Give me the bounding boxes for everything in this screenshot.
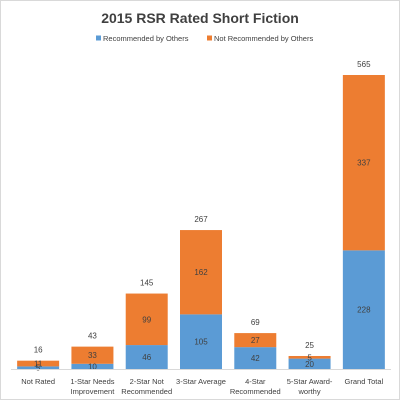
total-label-2: 145 [140, 279, 154, 288]
bar-not-recommended-5 [288, 355, 331, 359]
data-label-recommended-5: 20 [305, 360, 314, 369]
total-label-0: 16 [34, 346, 43, 355]
chart-title: 2015 RSR Rated Short Fiction [101, 10, 299, 26]
bar-not-recommended-3 [180, 230, 222, 315]
x-tick-label-5-line-0: 5-Star Award- [287, 377, 333, 386]
bar-recommended-3 [180, 314, 222, 369]
data-label-recommended-2: 46 [142, 353, 151, 362]
data-label-not-recommended-5: 5 [307, 353, 312, 362]
legend: Recommended by Others Not Recommended by … [96, 34, 313, 43]
x-tick-label-1-line-1: Improvement [71, 387, 116, 396]
bar-recommended-1 [71, 363, 114, 369]
total-label-1: 43 [88, 332, 97, 341]
x-tick-label-3: 3-Star Average [176, 377, 226, 386]
data-label-not-recommended-2: 99 [142, 315, 151, 324]
bar-recommended-4 [234, 347, 277, 369]
data-label-recommended-4: 42 [251, 354, 260, 363]
x-tick-label-2-line-0: 2-Star Not [130, 377, 165, 386]
x-tick-label-2-line-1: Recommended [121, 387, 172, 396]
bar-not-recommended-0 [17, 360, 60, 367]
bar-not-recommended-6 [342, 75, 385, 251]
bar-not-recommended-2 [125, 293, 168, 346]
legend-label-1: Not Recommended by Others [214, 34, 313, 43]
x-tick-label-1-line-0: 1-Star Needs [70, 377, 114, 386]
bar-recommended-2 [125, 345, 168, 369]
x-tick-label-4-line-0: 4-Star [245, 377, 266, 386]
total-label-4: 69 [251, 318, 260, 327]
x-tick-label-6: Grand Total [345, 377, 384, 386]
data-label-not-recommended-1: 33 [88, 351, 97, 360]
data-labels: 5111610334346991451051622674227692052522… [34, 60, 371, 373]
data-label-not-recommended-4: 27 [251, 336, 260, 345]
x-tick-label-5-line-1: worthy [298, 387, 321, 396]
data-label-recommended-0: 5 [36, 364, 41, 373]
data-label-not-recommended-3: 162 [194, 268, 208, 277]
data-label-recommended-6: 228 [357, 306, 371, 315]
bars [17, 75, 385, 369]
legend-label-0: Recommended by Others [103, 34, 189, 43]
bar-recommended-5 [288, 358, 331, 369]
data-label-recommended-1: 10 [88, 362, 97, 371]
legend-swatch-0 [96, 35, 101, 41]
bar-recommended-0 [17, 366, 60, 369]
data-label-not-recommended-0: 11 [34, 360, 43, 369]
bar-recommended-6 [342, 250, 385, 369]
total-label-6: 565 [357, 60, 371, 69]
x-tick-label-0: Not Rated [21, 377, 55, 386]
data-label-not-recommended-6: 337 [357, 159, 371, 168]
data-label-recommended-3: 105 [194, 338, 208, 347]
x-tick-label-4-line-1: Recommended [230, 387, 281, 396]
bar-not-recommended-4 [234, 333, 277, 348]
bar-not-recommended-1 [71, 346, 114, 364]
legend-swatch-1 [207, 35, 212, 41]
total-label-5: 25 [305, 341, 314, 350]
total-label-3: 267 [194, 215, 208, 224]
